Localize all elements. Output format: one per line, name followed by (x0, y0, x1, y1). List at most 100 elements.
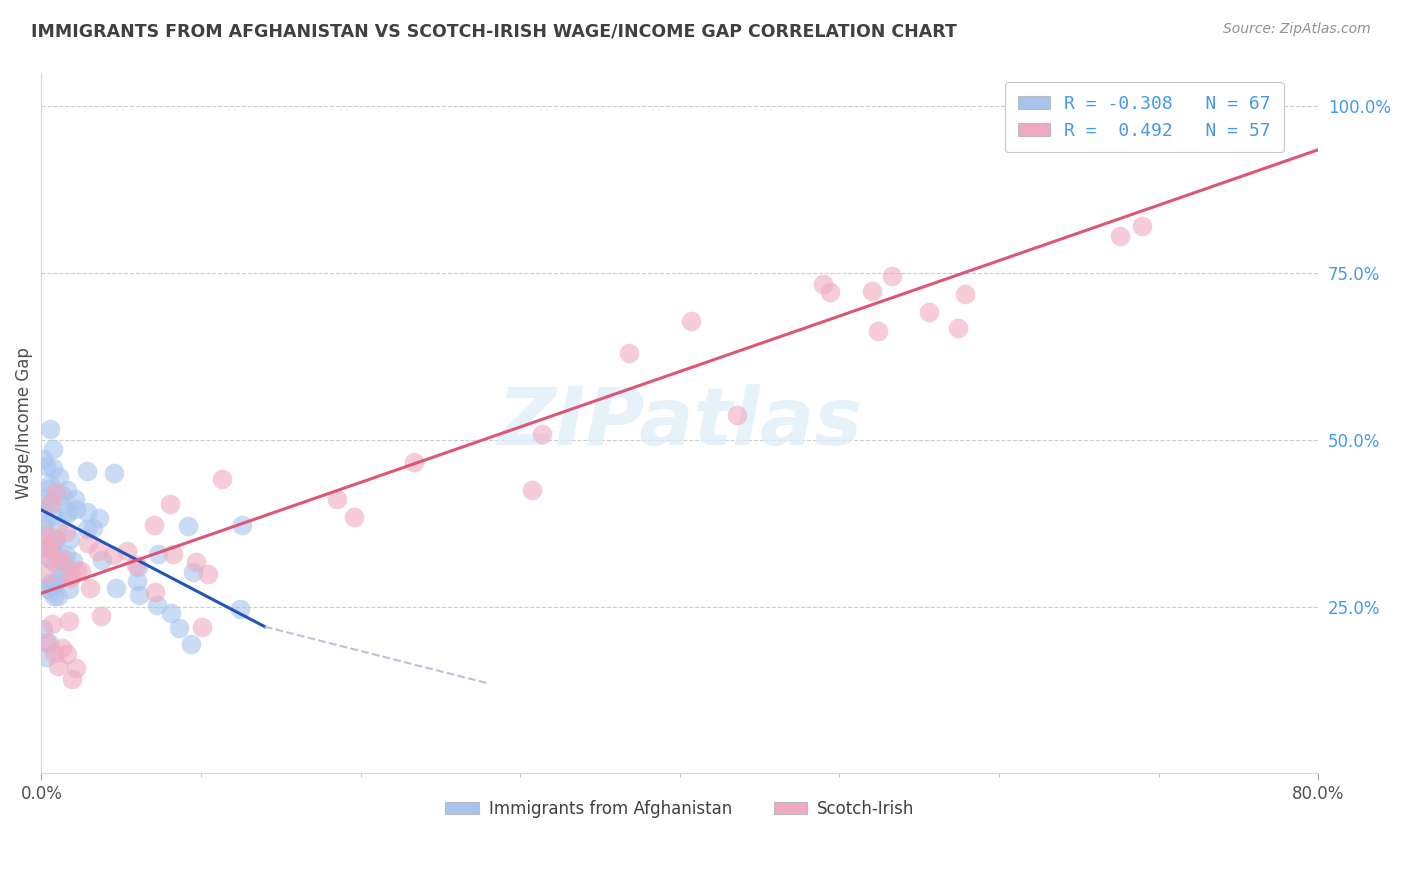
Text: Source: ZipAtlas.com: Source: ZipAtlas.com (1223, 22, 1371, 37)
Point (48, 553, 70, 567)
Point (45, 489, 67, 503)
Point (42, 442, 65, 456)
Point (59, 533, 82, 547)
Point (32, 516, 55, 530)
Point (948, 321, 970, 335)
Point (45, 533, 67, 548)
Point (35, 459, 58, 474)
Point (38, 540, 60, 554)
Point (44, 545, 66, 559)
Point (45, 484, 67, 499)
Point (65, 502, 87, 516)
Point (38, 552, 60, 566)
Point (818, 285, 841, 299)
Point (44, 577, 66, 591)
Point (35, 527, 58, 541)
Point (177, 518, 200, 533)
Point (46, 590, 69, 604)
Point (60, 672, 83, 686)
Point (37, 549, 59, 564)
Point (617, 345, 640, 359)
Point (58, 582, 80, 597)
Y-axis label: Wage/Income Gap: Wage/Income Gap (15, 347, 32, 500)
Point (42, 508, 65, 523)
Point (56, 503, 79, 517)
Point (51, 551, 73, 566)
Point (32, 501, 55, 516)
Point (953, 286, 976, 301)
Point (51, 488, 73, 502)
Point (127, 559, 149, 574)
Point (143, 585, 166, 599)
Point (343, 510, 366, 524)
Point (63, 491, 86, 506)
Point (82, 521, 104, 535)
Point (142, 517, 165, 532)
Point (59, 571, 82, 585)
Point (35, 650, 58, 665)
Point (35, 634, 58, 648)
Point (76, 505, 98, 519)
Point (90, 609, 112, 624)
Point (211, 472, 233, 486)
Point (39, 576, 62, 591)
Point (520, 483, 543, 498)
Point (32, 520, 55, 534)
Point (531, 426, 554, 441)
Point (69, 564, 91, 578)
Point (42, 589, 65, 603)
Point (52, 566, 75, 581)
Point (87, 511, 110, 525)
Point (44, 576, 66, 591)
Point (56, 507, 79, 521)
Point (1109, 229, 1132, 244)
Point (58, 615, 80, 629)
Point (146, 598, 169, 612)
Point (39, 583, 62, 598)
Point (39, 496, 62, 510)
Point (48, 469, 70, 483)
Point (167, 621, 190, 635)
Text: ZIPatlas: ZIPatlas (498, 384, 862, 462)
Point (32, 452, 55, 467)
Legend: Immigrants from Afghanistan, Scotch-Irish: Immigrants from Afghanistan, Scotch-Iris… (439, 793, 921, 824)
Point (41, 579, 63, 593)
Point (128, 588, 150, 602)
Point (124, 558, 146, 572)
Point (79, 582, 101, 596)
Point (38, 636, 60, 650)
Point (115, 544, 138, 558)
Point (76, 464, 98, 478)
Point (190, 620, 212, 634)
Point (34, 491, 56, 505)
Point (59, 569, 82, 583)
Point (39, 421, 62, 435)
Point (91, 552, 114, 566)
Point (882, 268, 904, 283)
Point (55, 524, 77, 539)
Point (66, 563, 89, 577)
Point (41, 538, 63, 552)
Point (197, 566, 219, 581)
Point (159, 606, 181, 620)
Point (55, 564, 77, 578)
Point (39, 477, 62, 491)
Point (162, 547, 184, 561)
Point (1130, 219, 1153, 234)
Point (65, 661, 87, 675)
Point (725, 408, 748, 422)
Point (32, 622, 55, 636)
Point (146, 547, 169, 561)
Text: IMMIGRANTS FROM AFGHANISTAN VS SCOTCH-IRISH WAGE/INCOME GAP CORRELATION CHART: IMMIGRANTS FROM AFGHANISTAN VS SCOTCH-IR… (31, 22, 957, 40)
Point (44, 531, 66, 545)
Point (917, 305, 939, 319)
Point (125, 574, 148, 588)
Point (681, 313, 703, 327)
Point (55, 549, 77, 563)
Point (229, 601, 252, 615)
Point (35, 540, 58, 554)
Point (184, 555, 207, 569)
Point (101, 548, 124, 562)
Point (42, 646, 65, 660)
Point (866, 324, 889, 338)
